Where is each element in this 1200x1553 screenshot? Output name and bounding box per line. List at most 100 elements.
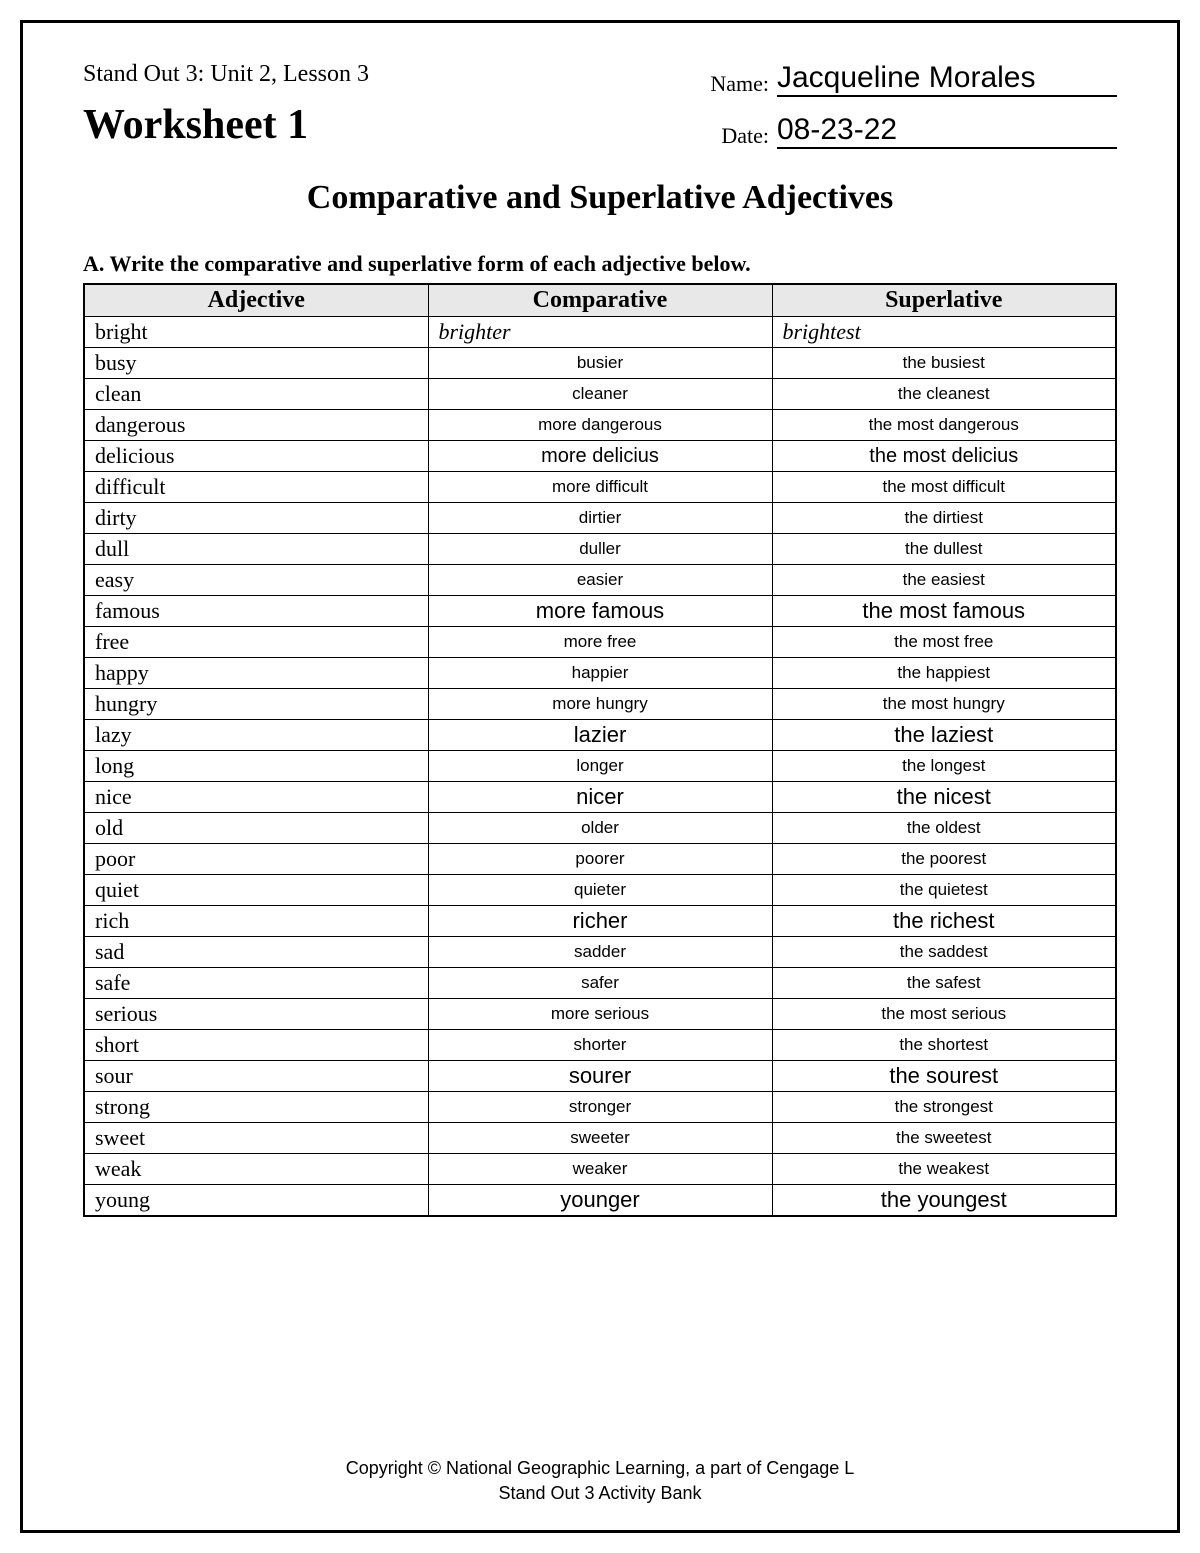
comparative-cell: more free bbox=[428, 627, 772, 658]
superlative-cell: the most famous bbox=[772, 596, 1116, 627]
superlative-cell: the sweetest bbox=[772, 1123, 1116, 1154]
table-row: deliciousmore deliciusthe most delicius bbox=[84, 441, 1116, 472]
table-row: poorpoorerthe poorest bbox=[84, 844, 1116, 875]
comparative-cell: longer bbox=[428, 751, 772, 782]
comparative-cell: more famous bbox=[428, 596, 772, 627]
superlative-cell: the safest bbox=[772, 968, 1116, 999]
superlative-cell: the most delicius bbox=[772, 441, 1116, 472]
table-row: dulldullerthe dullest bbox=[84, 534, 1116, 565]
comparative-cell: more delicius bbox=[428, 441, 772, 472]
table-row: brightbrighterbrightest bbox=[84, 317, 1116, 348]
adjective-cell: hungry bbox=[84, 689, 428, 720]
adjective-cell: happy bbox=[84, 658, 428, 689]
superlative-cell: the oldest bbox=[772, 813, 1116, 844]
superlative-cell: the nicest bbox=[772, 782, 1116, 813]
footer: Copyright © National Geographic Learning… bbox=[23, 1456, 1177, 1506]
adjective-cell: dull bbox=[84, 534, 428, 565]
table-row: lazylazierthe laziest bbox=[84, 720, 1116, 751]
adjective-cell: lazy bbox=[84, 720, 428, 751]
superlative-cell: the longest bbox=[772, 751, 1116, 782]
superlative-cell: the most dangerous bbox=[772, 410, 1116, 441]
table-row: difficultmore difficultthe most difficul… bbox=[84, 472, 1116, 503]
date-value: 08-23-22 bbox=[777, 113, 1117, 149]
adjective-cell: dirty bbox=[84, 503, 428, 534]
main-title: Comparative and Superlative Adjectives bbox=[83, 179, 1117, 217]
comparative-cell: safer bbox=[428, 968, 772, 999]
table-row: easyeasierthe easiest bbox=[84, 565, 1116, 596]
col-header-comparative: Comparative bbox=[428, 284, 772, 317]
comparative-cell: lazier bbox=[428, 720, 772, 751]
adjective-cell: old bbox=[84, 813, 428, 844]
table-row: busybusierthe busiest bbox=[84, 348, 1116, 379]
comparative-cell: easier bbox=[428, 565, 772, 596]
superlative-cell: the richest bbox=[772, 906, 1116, 937]
comparative-cell: more difficult bbox=[428, 472, 772, 503]
adjective-cell: dangerous bbox=[84, 410, 428, 441]
superlative-cell: the dullest bbox=[772, 534, 1116, 565]
superlative-cell: brightest bbox=[772, 317, 1116, 348]
superlative-cell: the laziest bbox=[772, 720, 1116, 751]
adjective-cell: poor bbox=[84, 844, 428, 875]
adjective-cell: bright bbox=[84, 317, 428, 348]
superlative-cell: the poorest bbox=[772, 844, 1116, 875]
table-row: dirtydirtierthe dirtiest bbox=[84, 503, 1116, 534]
adjectives-table: Adjective Comparative Superlative bright… bbox=[83, 283, 1117, 1217]
comparative-cell: weaker bbox=[428, 1154, 772, 1185]
unit-label: Stand Out 3: Unit 2, Lesson 3 bbox=[83, 61, 369, 88]
adjective-cell: difficult bbox=[84, 472, 428, 503]
superlative-cell: the strongest bbox=[772, 1092, 1116, 1123]
table-row: cleancleanerthe cleanest bbox=[84, 379, 1116, 410]
table-row: nicenicerthe nicest bbox=[84, 782, 1116, 813]
date-label: Date: bbox=[721, 123, 769, 149]
adjective-cell: serious bbox=[84, 999, 428, 1030]
comparative-cell: sadder bbox=[428, 937, 772, 968]
col-header-superlative: Superlative bbox=[772, 284, 1116, 317]
superlative-cell: the saddest bbox=[772, 937, 1116, 968]
superlative-cell: the most hungry bbox=[772, 689, 1116, 720]
comparative-cell: duller bbox=[428, 534, 772, 565]
table-row: shortshorterthe shortest bbox=[84, 1030, 1116, 1061]
comparative-cell: happier bbox=[428, 658, 772, 689]
comparative-cell: sourer bbox=[428, 1061, 772, 1092]
superlative-cell: the most serious bbox=[772, 999, 1116, 1030]
adjective-cell: weak bbox=[84, 1154, 428, 1185]
date-block: Date: 08-23-22 bbox=[721, 113, 1117, 149]
superlative-cell: the weakest bbox=[772, 1154, 1116, 1185]
table-row: happyhappierthe happiest bbox=[84, 658, 1116, 689]
adjective-cell: quiet bbox=[84, 875, 428, 906]
adjective-cell: famous bbox=[84, 596, 428, 627]
comparative-cell: quieter bbox=[428, 875, 772, 906]
table-row: safesaferthe safest bbox=[84, 968, 1116, 999]
adjective-cell: safe bbox=[84, 968, 428, 999]
adjective-cell: busy bbox=[84, 348, 428, 379]
comparative-cell: nicer bbox=[428, 782, 772, 813]
table-row: seriousmore seriousthe most serious bbox=[84, 999, 1116, 1030]
adjective-cell: nice bbox=[84, 782, 428, 813]
table-row: freemore freethe most free bbox=[84, 627, 1116, 658]
superlative-cell: the most free bbox=[772, 627, 1116, 658]
instruction-text: A. Write the comparative and superlative… bbox=[83, 251, 1117, 277]
superlative-cell: the easiest bbox=[772, 565, 1116, 596]
comparative-cell: older bbox=[428, 813, 772, 844]
adjective-cell: sour bbox=[84, 1061, 428, 1092]
table-row: weakweakerthe weakest bbox=[84, 1154, 1116, 1185]
worksheet-title: Worksheet 1 bbox=[83, 101, 308, 149]
adjective-cell: rich bbox=[84, 906, 428, 937]
table-row: strongstrongerthe strongest bbox=[84, 1092, 1116, 1123]
adjective-cell: free bbox=[84, 627, 428, 658]
table-row: hungrymore hungrythe most hungry bbox=[84, 689, 1116, 720]
footer-line-1: Copyright © National Geographic Learning… bbox=[23, 1456, 1177, 1481]
header-row-2: Worksheet 1 Date: 08-23-22 bbox=[83, 101, 1117, 149]
table-header-row: Adjective Comparative Superlative bbox=[84, 284, 1116, 317]
superlative-cell: the quietest bbox=[772, 875, 1116, 906]
comparative-cell: younger bbox=[428, 1185, 772, 1216]
adjective-cell: long bbox=[84, 751, 428, 782]
comparative-cell: cleaner bbox=[428, 379, 772, 410]
comparative-cell: shorter bbox=[428, 1030, 772, 1061]
name-label: Name: bbox=[710, 71, 769, 97]
table-row: longlongerthe longest bbox=[84, 751, 1116, 782]
adjective-cell: sweet bbox=[84, 1123, 428, 1154]
table-row: oldolderthe oldest bbox=[84, 813, 1116, 844]
table-row: soursourerthe sourest bbox=[84, 1061, 1116, 1092]
adjective-cell: easy bbox=[84, 565, 428, 596]
